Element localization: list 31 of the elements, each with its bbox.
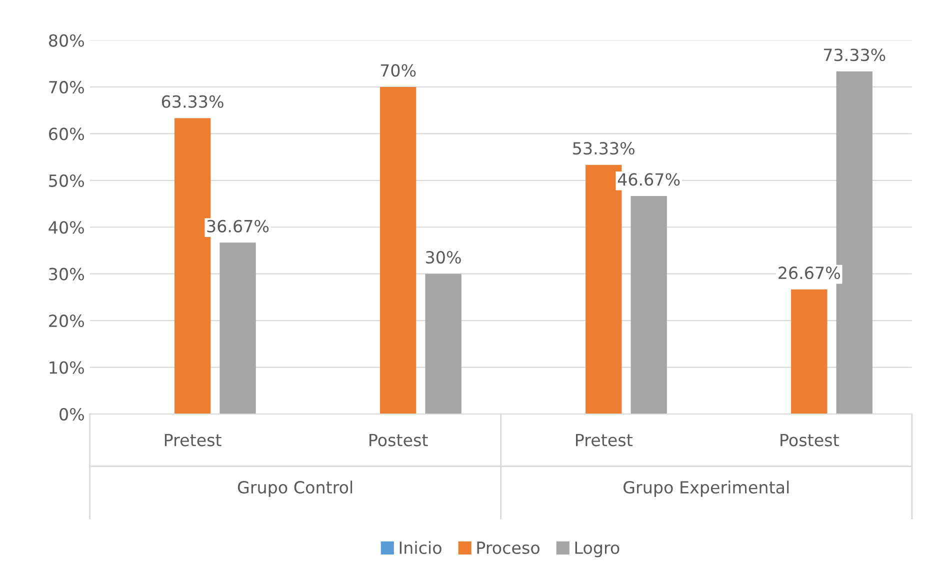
- text: Grupo Control: [238, 480, 352, 497]
- bar: [791, 289, 828, 414]
- data-label: 36.67%: [207, 220, 269, 232]
- y-tick-label: 60%: [49, 128, 84, 140]
- data-label: 26.67%: [778, 266, 840, 280]
- data-label: 73.33%: [824, 48, 886, 62]
- bar: [220, 242, 256, 414]
- bar: [425, 274, 462, 414]
- data-label: 30%: [426, 251, 461, 264]
- x-tick-label: Postest: [780, 434, 839, 446]
- legend-label: Proceso: [477, 542, 540, 554]
- y-tick-label: 50%: [49, 174, 84, 187]
- bar: [630, 196, 667, 414]
- y-tick-label: 70%: [49, 80, 84, 94]
- legend-label: Inicio: [400, 541, 442, 554]
- data-label: 63.33%: [162, 95, 224, 108]
- data-label: 70%: [380, 64, 416, 77]
- y-tick-label: 80%: [49, 34, 84, 47]
- y-tick-label: 0%: [60, 408, 84, 421]
- data-label: 46.67%: [618, 173, 680, 186]
- data-label: 53.33%: [573, 142, 634, 155]
- x-tick-label: Pretest: [576, 434, 632, 446]
- bar: [380, 86, 416, 414]
- y-tick-label: 20%: [49, 314, 84, 328]
- y-tick-label: 30%: [49, 268, 84, 280]
- y-tick-label: 10%: [50, 361, 84, 374]
- x-tick-label: Pretest: [164, 434, 222, 446]
- legend-label: Logro: [575, 542, 620, 558]
- text: Grupo Experimental: [624, 480, 789, 497]
- y-tick-label: 40%: [48, 221, 84, 234]
- x-tick-label: Postest: [370, 434, 428, 446]
